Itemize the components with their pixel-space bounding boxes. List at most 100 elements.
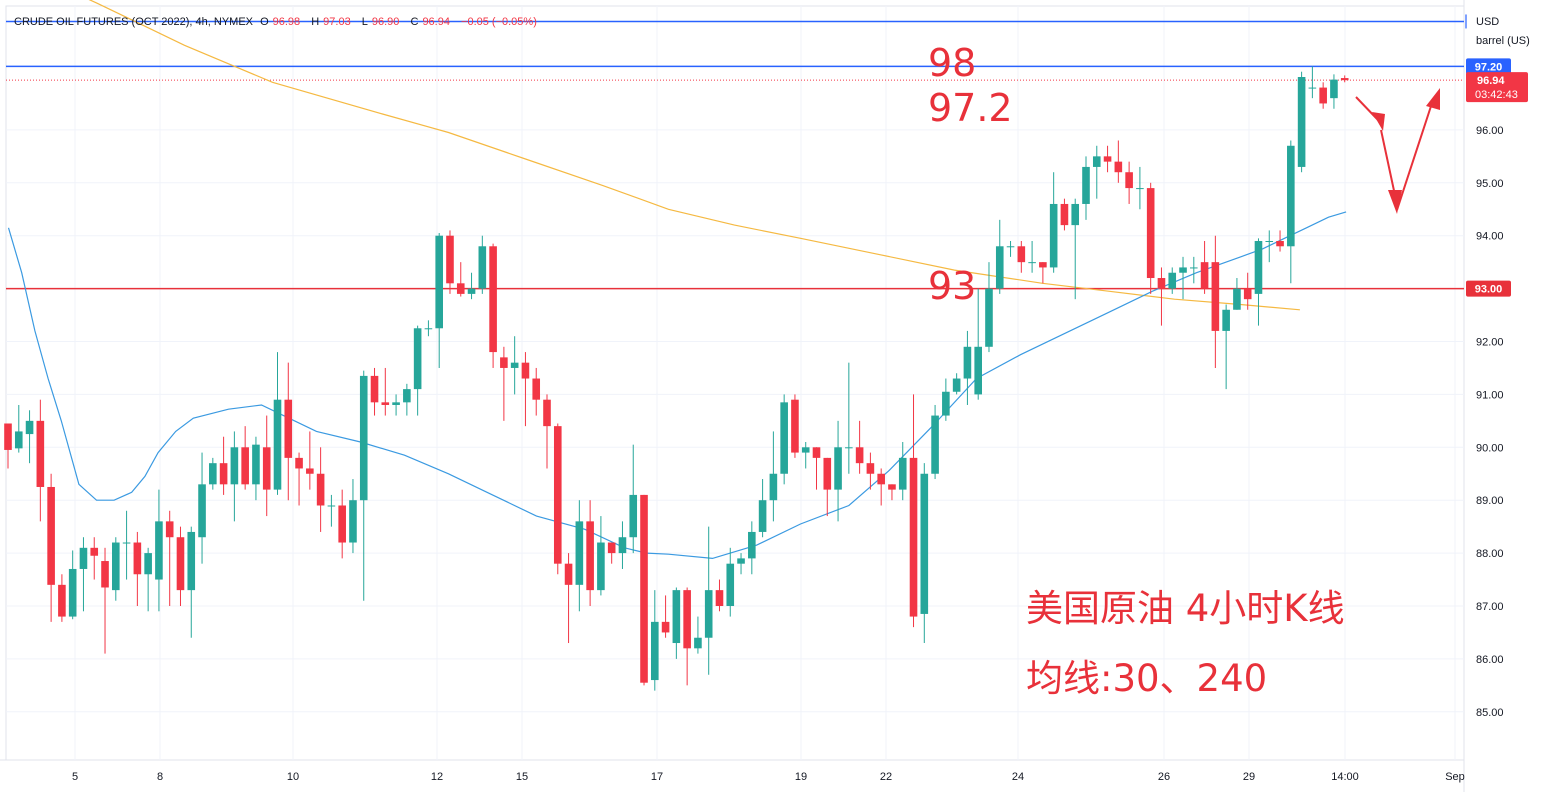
candle (823, 457, 832, 517)
arrow-head-3 (1426, 88, 1440, 110)
candle-body (942, 391, 950, 416)
candle (316, 447, 325, 532)
candle-body (1017, 246, 1026, 263)
candle (543, 394, 551, 469)
candle-body (974, 346, 982, 395)
candle (122, 510, 131, 580)
candle-body (661, 621, 670, 633)
candle-body (349, 500, 357, 543)
candle (219, 436, 228, 495)
candle (942, 378, 950, 421)
candle (694, 616, 702, 654)
candle-body (909, 457, 918, 617)
candle (575, 500, 584, 612)
candle (1028, 240, 1036, 273)
candle (1211, 235, 1220, 368)
candle-body (931, 415, 939, 474)
annotation-93: 93 (928, 264, 977, 308)
x-tick-label: 14:00 (1331, 771, 1359, 783)
candle-body (1146, 188, 1155, 279)
candle-body (4, 423, 12, 450)
candle-body (392, 402, 400, 405)
candle-body (273, 399, 282, 490)
candle-body (316, 473, 325, 506)
candle (898, 442, 907, 501)
candle (68, 550, 77, 620)
candle-body (1276, 240, 1284, 247)
candle (1319, 82, 1327, 109)
candle (4, 423, 12, 469)
candle (349, 479, 357, 554)
candle (769, 431, 778, 522)
candle (1103, 145, 1112, 173)
candle-body (101, 561, 109, 588)
x-tick-label: 15 (516, 771, 528, 783)
candle (920, 463, 929, 644)
x-tick-label: 17 (651, 771, 663, 783)
candle-body (683, 590, 691, 649)
candle-body (262, 447, 271, 490)
axis-unit-measure: barrel (US) (1476, 35, 1530, 47)
candle (241, 426, 249, 490)
candle-body (1287, 145, 1295, 247)
candle (14, 404, 23, 453)
candle-body (489, 246, 497, 353)
y-tick-label: 89.00 (1476, 495, 1504, 507)
candle-body (521, 362, 530, 379)
candle-body (1060, 203, 1069, 226)
candle (909, 394, 918, 628)
low-value: 96.90 (371, 16, 400, 28)
candle (532, 367, 541, 416)
candle-body (456, 283, 465, 294)
candle (144, 547, 152, 612)
candle-body (1168, 272, 1177, 289)
candle (133, 531, 142, 606)
candle (90, 537, 99, 580)
candle-body (90, 547, 99, 556)
candle (1060, 198, 1069, 231)
candle (1039, 262, 1047, 284)
candle-body (553, 426, 562, 564)
candle-body (1200, 262, 1209, 289)
candle-body (1136, 188, 1144, 190)
candle-body (575, 521, 584, 585)
candle (47, 473, 55, 622)
candle (262, 415, 271, 517)
candle (435, 233, 443, 368)
candle-body (306, 468, 314, 474)
candle (295, 452, 303, 506)
arrow-segment-2 (1380, 129, 1397, 201)
candle (780, 394, 788, 485)
arrow-head-1 (1372, 112, 1385, 131)
candle (478, 235, 487, 294)
candle (845, 362, 853, 474)
candle-body (144, 553, 152, 575)
candle-body (446, 235, 454, 284)
candle-body (36, 420, 45, 487)
chart-header: CRUDE OIL FUTURES (OCT 2022), 4h, NYMEX … (14, 16, 541, 28)
candle-body (198, 484, 206, 538)
candle (1200, 240, 1209, 294)
candle-body (500, 357, 508, 368)
candle (252, 436, 260, 501)
candle-body (1103, 156, 1112, 162)
candle (306, 431, 314, 490)
x-tick-label: 12 (431, 771, 443, 783)
y-tick-label: 91.00 (1476, 389, 1504, 401)
candle-body (359, 375, 368, 501)
candle-body (618, 537, 627, 554)
candle (1049, 172, 1058, 273)
x-tick-label: 26 (1158, 771, 1170, 783)
candle-body (694, 637, 702, 649)
candle (1308, 66, 1317, 99)
y-tick-label: 94.00 (1476, 231, 1504, 243)
candle-body (758, 500, 767, 532)
candle (564, 553, 573, 644)
price-tag-countdown: 03:42:43 (1475, 89, 1518, 101)
candle (521, 352, 530, 427)
candle (866, 452, 875, 490)
price-tag-last (1466, 72, 1528, 103)
candle (456, 262, 465, 297)
candle-body (812, 447, 821, 458)
